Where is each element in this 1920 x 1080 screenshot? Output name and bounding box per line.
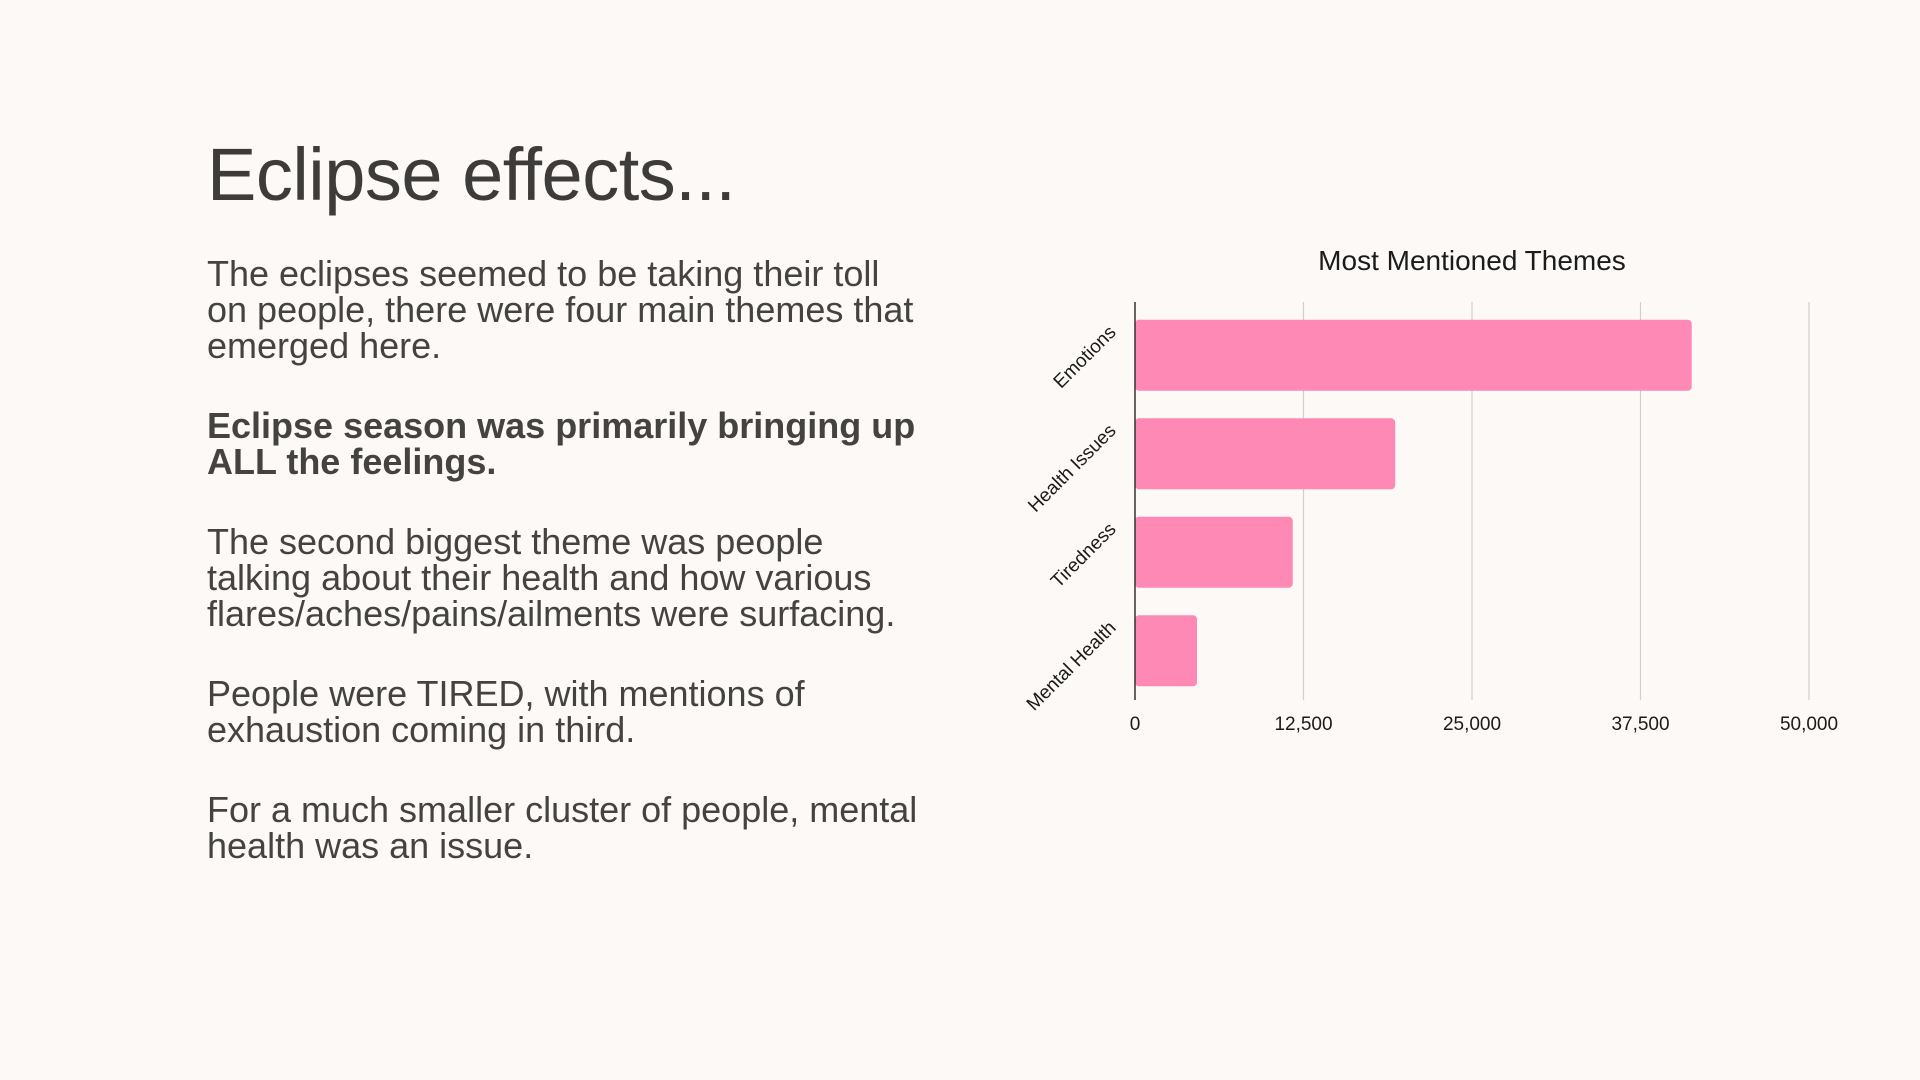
bar-tiredness: [1135, 516, 1293, 588]
paragraph-emotions: Eclipse season was primarily bringing up…: [207, 405, 916, 482]
body-text: The eclipses seemed to be taking their t…: [207, 256, 927, 908]
slide-title: Eclipse effects...: [207, 133, 736, 216]
category-label: Tiredness: [1047, 519, 1120, 592]
bar-health-issues: [1135, 418, 1396, 490]
x-tick-label: 50,000: [1780, 714, 1838, 735]
x-tick-label: 25,000: [1443, 714, 1501, 735]
paragraph-health: The second biggest theme was people talk…: [207, 521, 896, 634]
paragraph-tiredness: People were TIRED, with mentions of exha…: [207, 673, 805, 750]
chart-svg: Most Mentioned Themes 0 12,500 25,000 37,50…: [1023, 245, 1838, 735]
bar-emotions: [1135, 319, 1692, 391]
bar-mental-health: [1135, 615, 1198, 687]
x-tick-label: 12,500: [1274, 714, 1332, 735]
category-label: Emotions: [1050, 322, 1121, 393]
chart-title: Most Mentioned Themes: [1318, 245, 1626, 276]
x-tick-label: 37,500: [1611, 714, 1669, 735]
x-tick-label: 0: [1130, 714, 1141, 735]
paragraph-intro: The eclipses seemed to be taking their t…: [207, 253, 914, 366]
category-label: Mental Health: [1023, 617, 1121, 715]
paragraph-mental-health: For a much smaller cluster of people, me…: [207, 789, 918, 866]
category-label: Health Issues: [1024, 420, 1120, 516]
themes-bar-chart: Most Mentioned Themes 0 12,500 25,000 37,50…: [960, 230, 1920, 830]
